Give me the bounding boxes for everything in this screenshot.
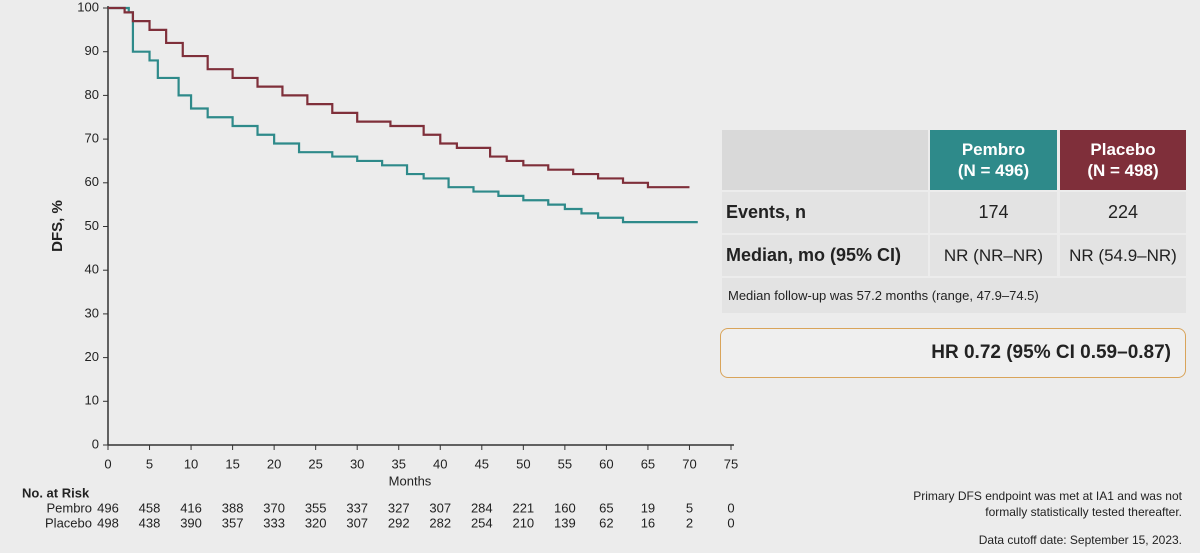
risk-count: 210 — [512, 515, 534, 530]
risk-count: 416 — [180, 500, 202, 515]
x-tick-label: 20 — [267, 456, 281, 471]
footnote: Data cutoff date: September 15, 2023. — [978, 533, 1182, 547]
risk-title: No. at Risk — [22, 485, 90, 500]
y-axis-label: DFS, % — [49, 200, 66, 252]
risk-count: 284 — [471, 500, 493, 515]
risk-count: 292 — [388, 515, 410, 530]
x-tick-label: 5 — [146, 456, 153, 471]
table-corner — [722, 130, 928, 190]
risk-count: 19 — [641, 500, 655, 515]
table-note: Median follow-up was 57.2 months (range,… — [722, 278, 1186, 313]
risk-count: 458 — [139, 500, 161, 515]
risk-count: 5 — [686, 500, 693, 515]
row-label: Events, n — [722, 192, 928, 233]
y-tick-label: 70 — [85, 131, 99, 146]
y-tick-label: 0 — [92, 436, 99, 451]
x-tick-label: 35 — [391, 456, 405, 471]
x-tick-label: 60 — [599, 456, 613, 471]
risk-count: 139 — [554, 515, 576, 530]
risk-count: 282 — [429, 515, 451, 530]
risk-count: 254 — [471, 515, 493, 530]
risk-row-label: Pembro — [46, 500, 92, 515]
x-tick-label: 10 — [184, 456, 198, 471]
risk-count: 65 — [599, 500, 613, 515]
risk-count: 496 — [97, 500, 119, 515]
header-placebo: Placebo (N = 498) — [1060, 130, 1186, 190]
x-tick-label: 55 — [558, 456, 572, 471]
footnote: formally statistically tested thereafter… — [985, 505, 1182, 519]
x-axis-label: Months — [389, 473, 432, 488]
risk-row-label: Placebo — [45, 515, 92, 530]
km-curve — [108, 6, 690, 189]
header-text: Placebo — [1090, 140, 1156, 159]
x-tick-label: 65 — [641, 456, 655, 471]
risk-count: 333 — [263, 515, 285, 530]
risk-count: 221 — [512, 500, 534, 515]
y-tick-label: 50 — [85, 218, 99, 233]
header-pembro: Pembro (N = 496) — [930, 130, 1057, 190]
header-text: (N = 498) — [1087, 161, 1159, 180]
risk-count: 160 — [554, 500, 576, 515]
x-tick-label: 0 — [104, 456, 111, 471]
risk-count: 438 — [139, 515, 161, 530]
hr-box: HR 0.72 (95% CI 0.59–0.87) — [720, 328, 1186, 378]
header-text: (N = 496) — [957, 161, 1030, 180]
cell: 174 — [930, 192, 1057, 233]
y-tick-label: 100 — [77, 0, 99, 14]
y-tick-label: 80 — [85, 87, 99, 102]
x-tick-label: 45 — [475, 456, 489, 471]
footnotes: Primary DFS endpoint was met at IA1 and … — [913, 488, 1182, 548]
risk-count: 327 — [388, 500, 410, 515]
km-curve — [108, 6, 698, 224]
risk-count: 355 — [305, 500, 327, 515]
risk-count: 0 — [727, 500, 734, 515]
x-tick-label: 15 — [225, 456, 239, 471]
risk-count: 62 — [599, 515, 613, 530]
risk-count: 388 — [222, 500, 244, 515]
y-tick-label: 40 — [85, 262, 99, 277]
cell: NR (NR–NR) — [930, 235, 1057, 276]
footnote: Primary DFS endpoint was met at IA1 and … — [913, 489, 1182, 503]
risk-count: 320 — [305, 515, 327, 530]
x-tick-label: 75 — [724, 456, 738, 471]
risk-count: 337 — [346, 500, 368, 515]
header-text: Pembro — [961, 140, 1026, 159]
risk-count: 390 — [180, 515, 202, 530]
cell: 224 — [1060, 192, 1186, 233]
x-tick-label: 40 — [433, 456, 447, 471]
risk-count: 307 — [429, 500, 451, 515]
risk-count: 2 — [686, 515, 693, 530]
x-tick-label: 50 — [516, 456, 530, 471]
y-tick-label: 10 — [85, 393, 99, 408]
risk-count: 370 — [263, 500, 285, 515]
risk-count: 498 — [97, 515, 119, 530]
x-tick-label: 25 — [308, 456, 322, 471]
y-tick-label: 20 — [85, 349, 99, 364]
row-label: Median, mo (95% CI) — [722, 235, 928, 276]
risk-count: 16 — [641, 515, 655, 530]
y-tick-label: 90 — [85, 43, 99, 58]
risk-count: 357 — [222, 515, 244, 530]
x-tick-label: 30 — [350, 456, 364, 471]
x-tick-label: 70 — [682, 456, 696, 471]
risk-count: 0 — [727, 515, 734, 530]
risk-count: 307 — [346, 515, 368, 530]
cell: NR (54.9–NR) — [1060, 235, 1186, 276]
y-tick-label: 60 — [85, 174, 99, 189]
y-tick-label: 30 — [85, 305, 99, 320]
